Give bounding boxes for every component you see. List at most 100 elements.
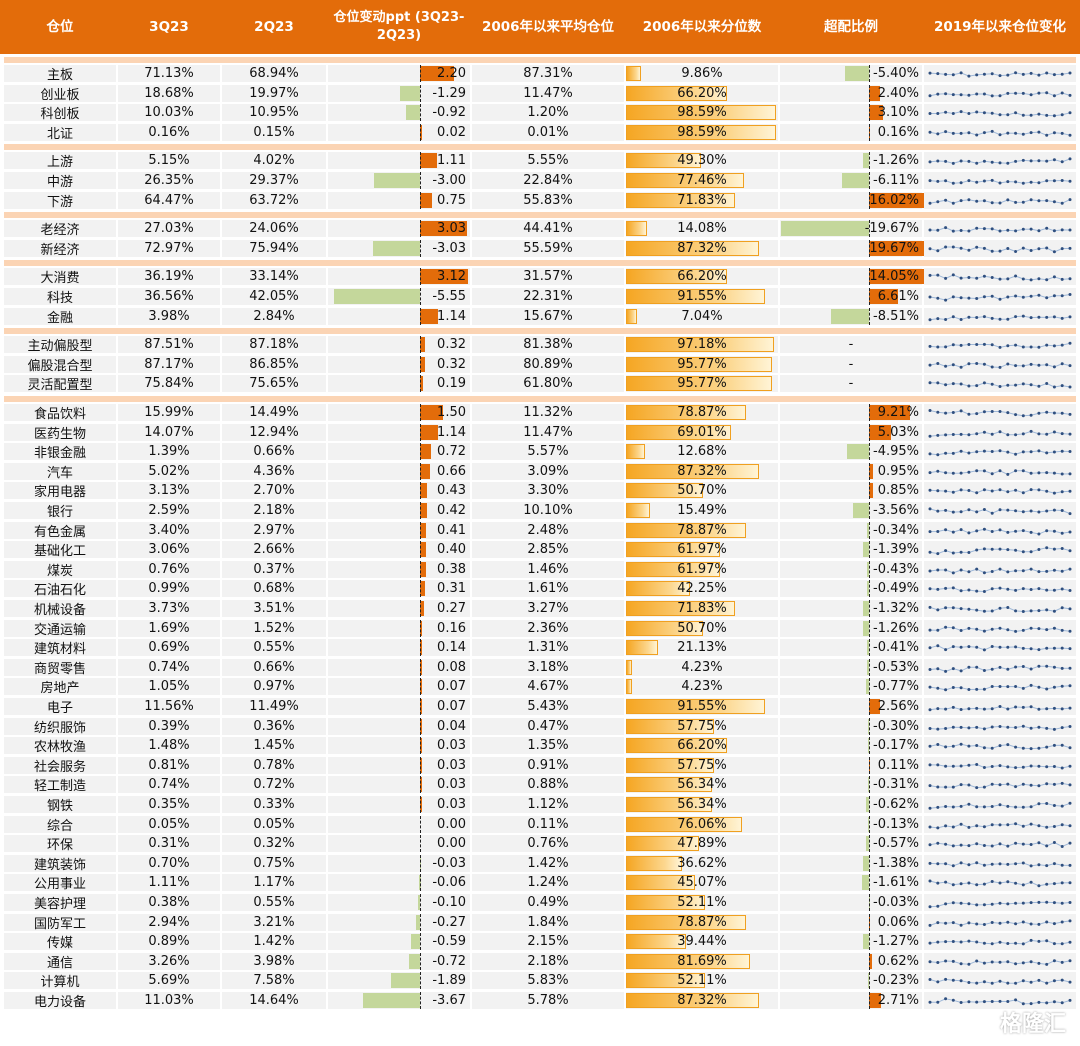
percentile-label: 71.83% bbox=[677, 601, 727, 616]
sparkline-point bbox=[1029, 159, 1033, 163]
sparkline-point bbox=[928, 726, 932, 730]
change-zero-line bbox=[420, 933, 421, 951]
cell-col-trend bbox=[924, 717, 1076, 735]
sparkline-point bbox=[1060, 628, 1064, 632]
sparkline-point bbox=[1068, 863, 1072, 867]
sparkline-point bbox=[1006, 743, 1010, 747]
sparkline-point bbox=[990, 316, 994, 320]
cell-col-2q23: 0.68% bbox=[222, 580, 326, 598]
sparkline-point bbox=[1029, 362, 1033, 366]
sparkline-point bbox=[1021, 550, 1025, 554]
cell-col-position: 传媒 bbox=[4, 933, 116, 951]
sparkline-point bbox=[975, 277, 979, 281]
change-zero-line bbox=[420, 123, 421, 141]
cell-col-trend bbox=[924, 835, 1076, 853]
sparkline-point bbox=[1021, 246, 1025, 250]
change-zero-line bbox=[420, 423, 421, 441]
cell-col-avg: 1.42% bbox=[472, 854, 624, 872]
cell-col-2q23: 2.70% bbox=[222, 482, 326, 500]
sparkline-point bbox=[1068, 940, 1072, 944]
change-zero-line bbox=[420, 600, 421, 617]
sparkline-point bbox=[928, 667, 932, 671]
overweight-label: 16.02% bbox=[869, 192, 919, 208]
sparkline-point bbox=[982, 922, 986, 926]
sparkline-point bbox=[928, 345, 932, 349]
sparkline-point bbox=[1052, 344, 1056, 348]
sparkline-point bbox=[998, 724, 1002, 728]
sparkline-point bbox=[936, 608, 940, 612]
change-label: 0.38 bbox=[437, 561, 466, 577]
cell-col-3q23: 64.47% bbox=[118, 191, 220, 209]
sparkline-point bbox=[1006, 606, 1010, 609]
sparkline-point bbox=[975, 226, 979, 230]
sparkline-point bbox=[928, 825, 932, 829]
sparkline-point bbox=[936, 940, 940, 944]
row-label: 综合 bbox=[46, 818, 73, 834]
sparkline-point bbox=[990, 960, 994, 964]
value-avg: 55.83% bbox=[523, 192, 573, 208]
sparkline-point bbox=[975, 567, 979, 571]
sparkline-point bbox=[928, 763, 932, 767]
cell-col-avg: 11.47% bbox=[472, 84, 624, 102]
sparkline-point bbox=[1006, 942, 1010, 946]
value-avg: 31.57% bbox=[523, 269, 573, 285]
sparkline-point bbox=[1068, 314, 1072, 318]
row-label: 有色金属 bbox=[33, 524, 86, 540]
sparkline-point bbox=[990, 569, 994, 573]
sparkline-point bbox=[967, 179, 971, 183]
change-bar bbox=[373, 240, 420, 256]
sparkline-point bbox=[975, 665, 979, 669]
value-3q23: 75.84% bbox=[144, 376, 194, 392]
cell-col-2q23: 75.94% bbox=[222, 239, 326, 257]
sparkline-point bbox=[959, 607, 963, 611]
row-label: 金融 bbox=[46, 310, 73, 326]
value-avg: 22.31% bbox=[523, 289, 573, 304]
change-zero-line bbox=[420, 336, 421, 354]
value-2q23: 24.06% bbox=[249, 221, 299, 237]
cell-col-change: 1.14 bbox=[328, 307, 470, 325]
sparkline-point bbox=[951, 112, 955, 116]
sparkline-point bbox=[1060, 569, 1064, 573]
sparkline-point bbox=[1006, 880, 1010, 884]
row-label: 创业板 bbox=[40, 87, 80, 103]
cell-col-trend bbox=[924, 462, 1076, 480]
sparkline-point bbox=[982, 198, 986, 202]
percentile-bar bbox=[626, 463, 759, 479]
row-label: 大消费 bbox=[40, 271, 80, 287]
sparkline-point bbox=[998, 365, 1002, 369]
value-3q23: 15.99% bbox=[144, 405, 194, 420]
sparkline-point bbox=[998, 901, 1002, 905]
sparkline-point bbox=[1068, 93, 1072, 97]
change-bar bbox=[390, 973, 420, 989]
sparkline-point bbox=[1014, 432, 1018, 436]
cell-col-position: 纺织服饰 bbox=[4, 717, 116, 736]
cell-col-3q23: 1.48% bbox=[118, 737, 220, 755]
change-label: -1.29 bbox=[432, 85, 466, 101]
change-zero-line bbox=[420, 502, 421, 519]
row-label: 房地产 bbox=[40, 681, 80, 697]
sparkline-point bbox=[1068, 512, 1072, 516]
percentile-bar bbox=[626, 337, 774, 353]
sparkline-point bbox=[1068, 450, 1072, 454]
sparkline-point bbox=[1045, 883, 1049, 887]
sparkline-point bbox=[1029, 294, 1033, 298]
overweight-label: -1.32% bbox=[873, 601, 919, 616]
sparkline-point bbox=[990, 942, 994, 946]
cell-col-change: -0.27 bbox=[328, 913, 470, 931]
sparkline-point bbox=[998, 606, 1002, 610]
cell-col-avg: 1.24% bbox=[472, 874, 624, 892]
trend-sparkline bbox=[928, 381, 1072, 389]
sparkline-point bbox=[959, 317, 963, 321]
cell-col-position: 计算机 bbox=[4, 972, 116, 990]
sparkline-point bbox=[998, 744, 1002, 748]
sparkline-point bbox=[1060, 547, 1064, 551]
sparkline-point bbox=[1006, 804, 1010, 808]
value-3q23: 0.16% bbox=[148, 124, 190, 140]
trend-sparkline bbox=[928, 841, 1072, 849]
cell-col-2q23: 3.51% bbox=[222, 600, 326, 617]
sparkline-point bbox=[1045, 198, 1049, 202]
sparkline-point bbox=[982, 469, 986, 473]
sparkline-point bbox=[1045, 159, 1049, 163]
sparkline-point bbox=[1068, 385, 1072, 389]
value-2q23: 4.02% bbox=[253, 153, 295, 169]
